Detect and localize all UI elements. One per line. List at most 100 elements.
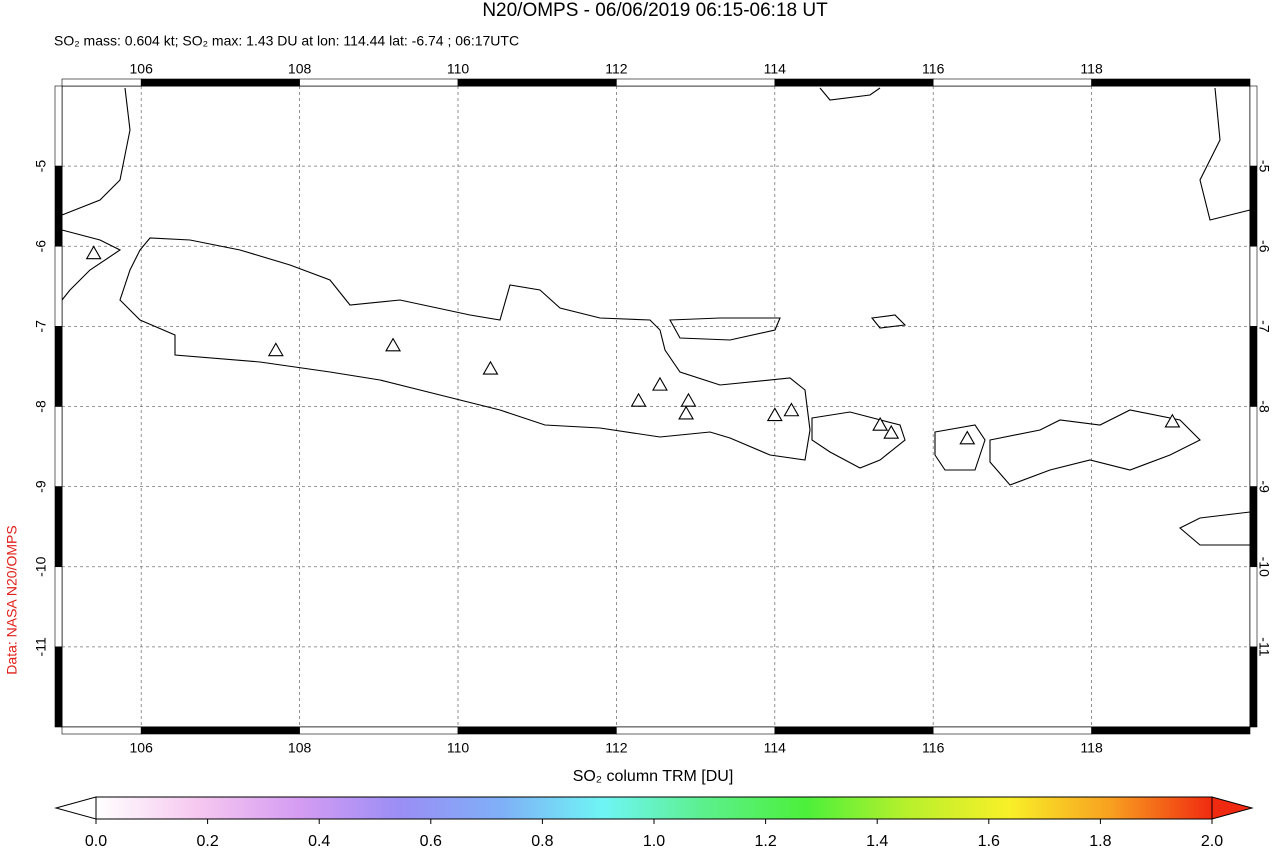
- colorbar-tick-label: 0.6: [420, 833, 442, 850]
- x-tick-label-top: 118: [1080, 61, 1103, 77]
- frame-segment: [932, 726, 1092, 735]
- x-tick-label-top: 108: [288, 61, 312, 77]
- frame-segment: [54, 85, 63, 167]
- x-tick-label-top: 116: [922, 61, 945, 77]
- chart-subtitle: SO₂ mass: 0.604 kt; SO₂ max: 1.43 DU at …: [54, 33, 519, 49]
- y-tick-label-right: -11: [1256, 637, 1272, 656]
- volcano-marker: [959, 430, 976, 445]
- frame-segment: [457, 726, 617, 735]
- colorbar-extend-low: [54, 796, 97, 820]
- y-tick-label-right: -5: [1256, 160, 1272, 173]
- frame-segment: [54, 245, 63, 327]
- coastline: [819, 87, 881, 101]
- x-tick-label-top: 106: [130, 61, 154, 77]
- x-tick-label-top: 112: [605, 61, 628, 77]
- coastline: [989, 409, 1201, 486]
- colorbar-tick-label: 1.2: [754, 833, 776, 850]
- coastline: [934, 424, 986, 471]
- frame-segment: [1249, 486, 1258, 568]
- y-tick-label-left: -10: [33, 556, 49, 576]
- frame-segment: [54, 406, 63, 487]
- volcano-marker: [482, 360, 499, 375]
- colorbar-tick-label: 2.0: [1201, 833, 1223, 850]
- coastline: [61, 87, 131, 216]
- x-tick-label-bottom: 110: [447, 740, 470, 756]
- x-tick-label-bottom: 108: [288, 740, 312, 756]
- volcano-marker: [630, 392, 647, 407]
- frame-segment: [140, 78, 300, 87]
- frame-segment: [54, 566, 63, 648]
- frame-segment: [299, 726, 459, 735]
- frame-segment: [54, 326, 63, 407]
- x-tick-label-bottom: 106: [130, 740, 154, 756]
- y-tick-label-right: -8: [1256, 400, 1272, 413]
- coastlines: [61, 87, 1251, 546]
- x-tick-label-bottom: 116: [922, 740, 945, 756]
- x-tick-label-top: 114: [764, 61, 787, 77]
- x-tick-label-bottom: 112: [605, 740, 628, 756]
- coastline: [811, 411, 906, 469]
- volcano-marker: [680, 392, 697, 407]
- volcano-marker: [766, 407, 783, 422]
- frame-segment: [54, 486, 63, 568]
- frame-segment: [616, 726, 776, 735]
- y-tick-label-right: -10: [1256, 557, 1272, 577]
- coastline: [119, 237, 811, 461]
- frame-segment: [1249, 646, 1258, 728]
- frame-segment: [54, 646, 63, 728]
- frame-segment: [1249, 566, 1258, 648]
- colorbar-tick-label: 0.2: [196, 833, 218, 850]
- frame-segment: [1249, 406, 1258, 487]
- coastline: [870, 314, 907, 329]
- colorbar-tick-label: 1.4: [866, 833, 888, 850]
- volcano-marker: [1164, 413, 1181, 428]
- colorbar-tick-label: 1.0: [643, 833, 665, 850]
- y-tick-label-left: -5: [33, 160, 49, 173]
- y-tick-label-left: -11: [33, 637, 49, 656]
- frame-segment: [774, 726, 934, 735]
- y-tick-label-left: -9: [33, 480, 49, 493]
- y-tick-label-right: -9: [1256, 480, 1272, 493]
- frame-segment: [1249, 245, 1258, 327]
- volcano-marker: [678, 405, 695, 420]
- volcano-marker: [883, 424, 900, 439]
- volcano-marker: [872, 416, 889, 431]
- frame-segment: [61, 78, 142, 87]
- volcano-marker: [267, 342, 284, 357]
- frame-segment: [932, 78, 1092, 87]
- y-tick-label-right: -7: [1256, 320, 1272, 333]
- frame-segment: [1249, 85, 1258, 167]
- volcano-marker: [85, 245, 102, 260]
- colorbar-tick-label: 1.8: [1089, 833, 1111, 850]
- frame-segment: [61, 726, 142, 735]
- y-tick-label-right: -6: [1256, 240, 1272, 253]
- colorbar-label: SO₂ column TRM [DU]: [573, 768, 734, 785]
- frame-segment: [457, 78, 617, 87]
- frame-segment: [1091, 78, 1251, 87]
- coastline: [61, 229, 122, 301]
- colorbar-tick-label: 1.6: [978, 833, 1000, 850]
- x-tick-label-bottom: 114: [764, 740, 787, 756]
- y-tick-label-left: -6: [33, 240, 49, 253]
- coastline: [1179, 511, 1251, 546]
- frame-segment: [616, 78, 776, 87]
- colorbar-tick-label: 0.8: [531, 833, 553, 850]
- colorbar: [95, 796, 1213, 820]
- colorbar-extend-high: [1211, 796, 1254, 820]
- volcano-marker: [385, 337, 402, 352]
- frame-segment: [54, 165, 63, 247]
- credit: Data: NASA N20/OMPS: [4, 525, 20, 674]
- coastline: [669, 317, 781, 341]
- frame-segment: [1091, 726, 1251, 735]
- x-tick-label-top: 110: [447, 61, 470, 77]
- frame-segment: [140, 726, 300, 735]
- y-tick-label-left: -7: [33, 320, 49, 333]
- y-tick-label-left: -8: [33, 400, 49, 413]
- frame-segment: [1249, 165, 1258, 247]
- volcano-marker: [652, 376, 668, 391]
- frame-segment: [1249, 326, 1258, 407]
- frame-segment: [299, 78, 459, 87]
- coastline: [1199, 87, 1251, 221]
